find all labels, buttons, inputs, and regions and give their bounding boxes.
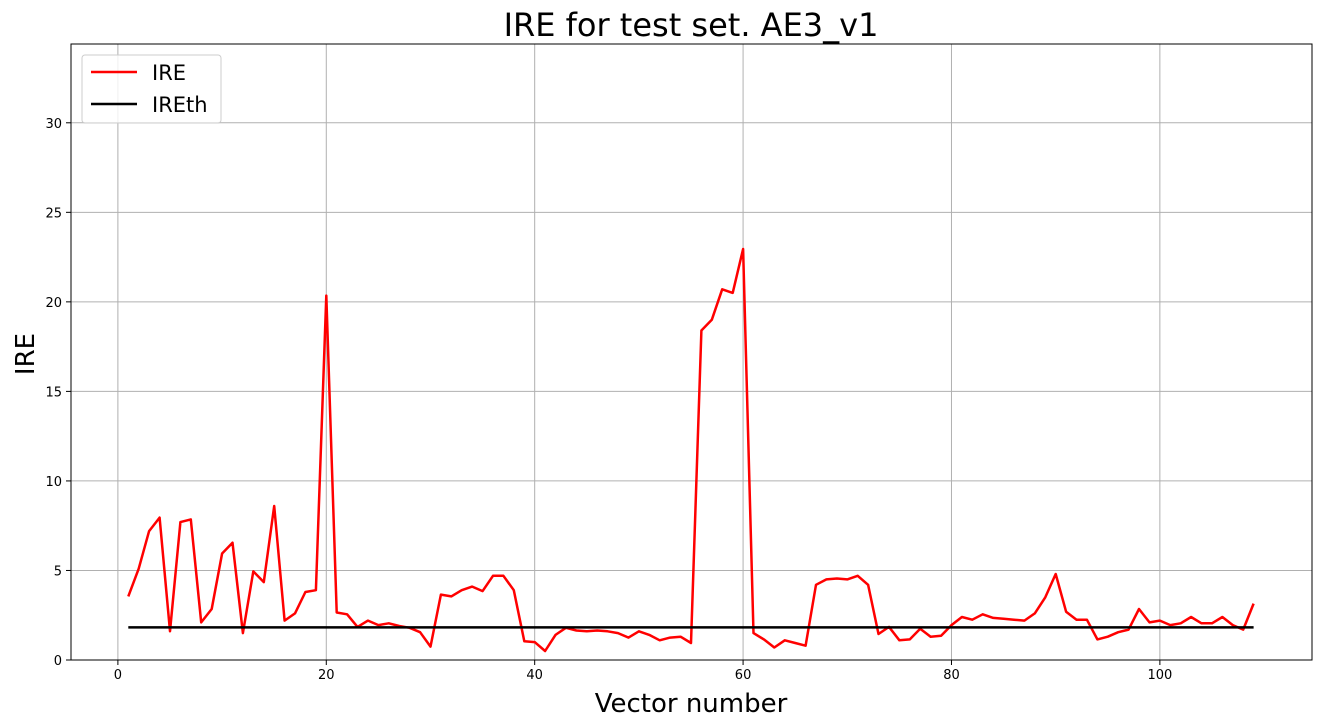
x-tick-label: 60: [735, 668, 752, 683]
x-tick-label: 100: [1147, 668, 1172, 683]
y-tick-label: 5: [54, 564, 62, 579]
y-axis-label: IRE: [11, 333, 41, 375]
y-tick-label: 25: [45, 206, 62, 221]
x-tick-label: 80: [943, 668, 960, 683]
ticks: 0 20 40 60 80 100 0 5 10 15 20 25 30: [45, 117, 1172, 683]
x-tick-label: 40: [526, 668, 543, 683]
plot-frame: [70, 43, 1313, 661]
x-axis-label: Vector number: [595, 689, 788, 719]
chart-title: IRE for test set. AE3_v1: [504, 6, 879, 44]
series-layer: [127, 247, 1255, 653]
legend-label-ireth: IREth: [152, 93, 208, 117]
y-tick-label: 30: [45, 117, 62, 132]
series-line-ire: [127, 247, 1255, 653]
x-tick-label: 0: [114, 668, 122, 683]
y-tick-label: 20: [45, 296, 62, 311]
grid: [71, 44, 1312, 661]
legend: IRE IREth: [81, 54, 222, 124]
y-tick-label: 10: [45, 475, 62, 490]
legend-label-ire: IRE: [152, 61, 186, 85]
y-tick-label: 15: [45, 385, 62, 400]
x-tick-label: 20: [318, 668, 335, 683]
y-tick-label: 0: [54, 654, 62, 669]
